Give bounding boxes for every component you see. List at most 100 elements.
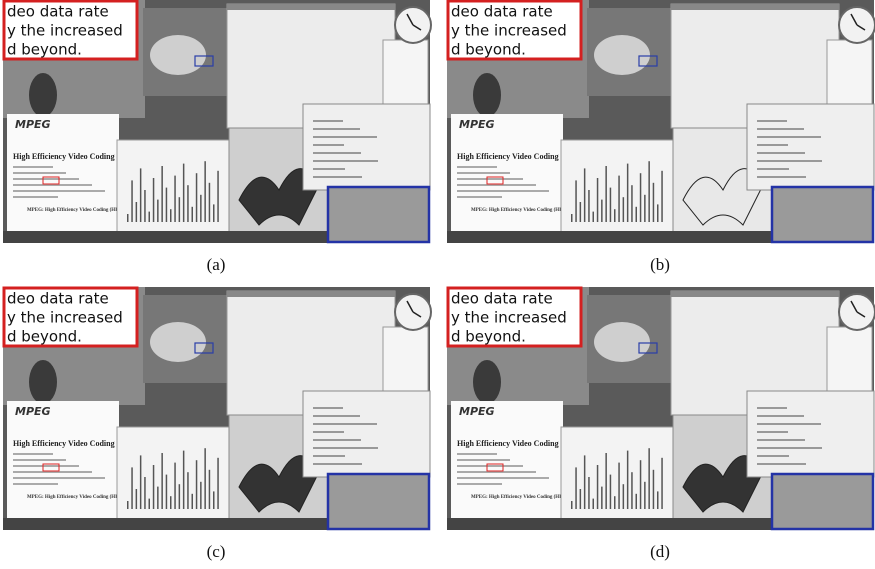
chart-bar [179, 197, 181, 222]
code-line [757, 415, 804, 417]
code-line [313, 407, 343, 409]
code-line [757, 447, 822, 449]
chart-bar [605, 453, 607, 509]
text-line [457, 459, 510, 461]
chart-bar [614, 209, 616, 222]
text-line [457, 465, 523, 467]
code-line [757, 423, 821, 425]
zoom-text: y the increased [451, 309, 567, 327]
chart-bar [644, 195, 646, 222]
chart-bar [187, 472, 189, 509]
chart-bar [174, 463, 176, 509]
code-line [757, 120, 787, 122]
chart-bar [161, 166, 163, 222]
zoom-blue [328, 474, 429, 529]
chart-bar [623, 197, 625, 222]
chart-bar [614, 496, 616, 509]
code-line [313, 415, 360, 417]
chart-bar [157, 487, 159, 509]
chart-bar [166, 475, 168, 509]
text-line [457, 178, 523, 180]
document-title: High Efficiency Video Coding [457, 439, 559, 448]
text-line [13, 190, 105, 192]
chart-bar [571, 214, 573, 222]
code-line [757, 160, 822, 162]
zoom-text: d beyond. [7, 328, 82, 346]
chart-bar [136, 489, 138, 509]
chart-bar [584, 455, 586, 509]
editor-bar [227, 4, 395, 10]
chart-bar [144, 477, 146, 509]
chart-bar [140, 168, 142, 222]
text-line [13, 453, 53, 455]
text-line [13, 196, 58, 198]
chart-bar [661, 458, 663, 509]
video-figure [473, 73, 501, 117]
chart-window [561, 140, 673, 236]
chart-bar [174, 176, 176, 222]
text-line [13, 178, 79, 180]
chart-bar [605, 166, 607, 222]
document-subtitle: MPEG: High Efficiency Video Coding (HEVC… [27, 495, 128, 500]
zoom-text: y the increased [7, 309, 123, 327]
code-line [313, 120, 343, 122]
cat [150, 322, 206, 362]
chart-bar [192, 207, 194, 222]
chart-bar [653, 470, 655, 509]
code-line [313, 463, 362, 465]
chart-bar [170, 496, 172, 509]
editor-bar [671, 4, 839, 10]
text-line [457, 190, 549, 192]
document-subtitle: MPEG: High Efficiency Video Coding (HEVC… [27, 208, 128, 213]
video-figure [473, 360, 501, 404]
chart-bar [183, 164, 185, 222]
chart-bar [161, 453, 163, 509]
chart-bar [127, 214, 129, 222]
zoom-blue [772, 187, 873, 242]
text-line [457, 483, 502, 485]
chart-window [117, 140, 229, 236]
code-line [313, 152, 361, 154]
code-line [313, 447, 378, 449]
chart-bar [580, 489, 582, 509]
code-line [757, 439, 805, 441]
logo: MPEG [459, 118, 495, 131]
cat [594, 35, 650, 75]
chart-bar [610, 188, 612, 222]
chart-bar [131, 467, 133, 509]
document [7, 114, 119, 238]
logo: MPEG [459, 405, 495, 418]
chart-bar [631, 185, 633, 222]
chart-bar [149, 212, 151, 222]
code-line [313, 160, 378, 162]
code-line [757, 144, 788, 146]
code-line [313, 128, 360, 130]
chart-bar [140, 455, 142, 509]
chart-bar [144, 190, 146, 222]
video-figure [29, 73, 57, 117]
chart-bar [153, 178, 155, 222]
code-line [757, 407, 787, 409]
chart-bar [153, 465, 155, 509]
text-line [13, 483, 58, 485]
logo: MPEG [15, 405, 51, 418]
chart-bar [192, 494, 194, 509]
chart-bar [187, 185, 189, 222]
zoom-text: d beyond. [7, 41, 82, 59]
figure: MPEG High Efficiency Video Coding MPEG: Hi… [0, 0, 875, 569]
code-line [313, 168, 345, 170]
document-title: High Efficiency Video Coding [13, 439, 115, 448]
chart-bar [648, 161, 650, 222]
text-line [13, 172, 66, 174]
code-line [313, 431, 344, 433]
chart-bar [661, 171, 663, 222]
screenshot-panel: MPEG High Efficiency Video Coding MPEG: Hi… [3, 287, 431, 530]
chart-bar [588, 190, 590, 222]
chart-bar [618, 176, 620, 222]
document-subtitle: MPEG: High Efficiency Video Coding (HEVC… [471, 208, 572, 213]
chart-bar [200, 482, 202, 509]
document [7, 401, 119, 525]
caption: (c) [207, 542, 226, 561]
